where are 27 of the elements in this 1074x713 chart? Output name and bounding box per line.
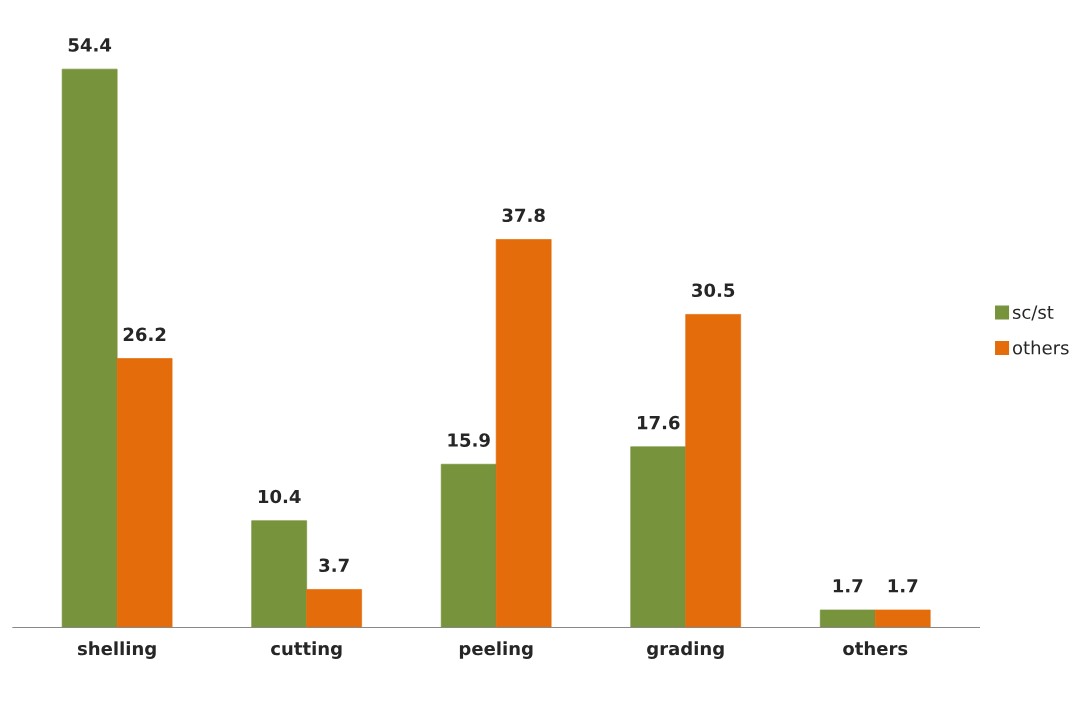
legend-label: sc/st <box>1012 305 1054 321</box>
data-label: 54.4 <box>68 38 112 52</box>
bar <box>251 520 308 628</box>
bar <box>630 446 687 628</box>
bar <box>495 239 552 628</box>
x-tick-label: grading <box>647 641 724 659</box>
data-label: 3.7 <box>319 558 349 573</box>
x-tick-label: cutting <box>271 641 342 659</box>
data-label: 17.6 <box>638 415 680 430</box>
data-label: 1.7 <box>888 579 918 593</box>
data-label: 10.4 <box>258 489 301 504</box>
data-label: 1.7 <box>833 579 863 593</box>
bar <box>61 68 118 628</box>
bar <box>306 589 362 628</box>
data-label: 30.5 <box>692 283 735 298</box>
data-label: 26.2 <box>123 327 166 342</box>
x-tick-label: others <box>843 641 908 656</box>
bar <box>819 609 876 628</box>
bar <box>874 609 931 628</box>
bar <box>440 463 497 628</box>
bar <box>685 314 742 628</box>
x-tick-label: peeling <box>459 641 533 659</box>
x-tick-label: shelling <box>77 641 156 659</box>
bar <box>116 358 173 628</box>
data-label: 15.9 <box>448 433 490 447</box>
data-label: 37.8 <box>502 208 545 223</box>
legend-label: others <box>1012 340 1069 355</box>
